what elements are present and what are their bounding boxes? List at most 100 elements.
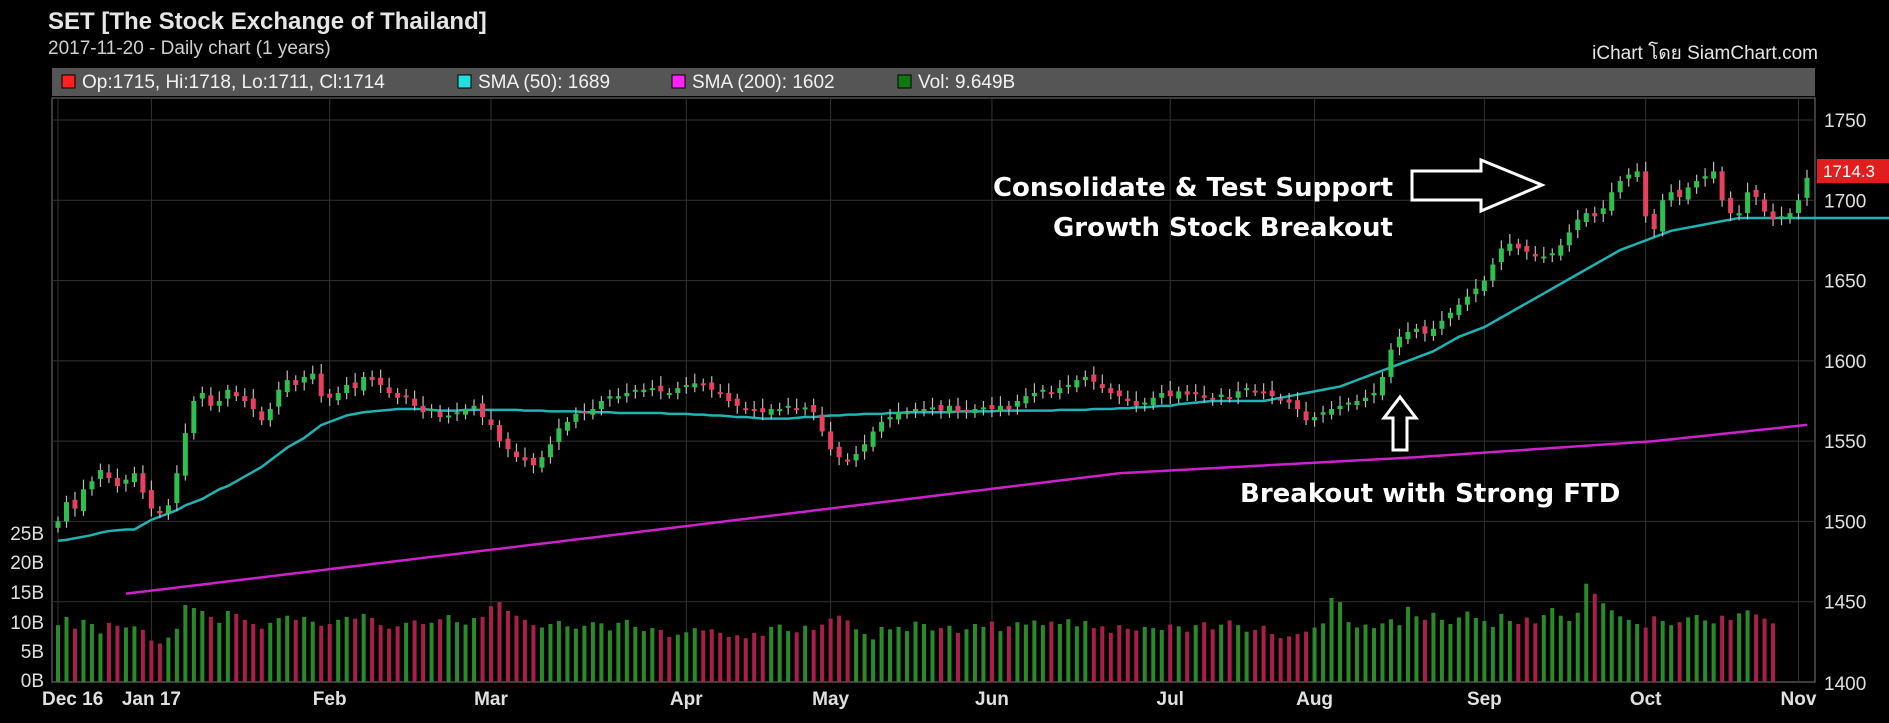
candle <box>114 468 120 493</box>
candle-body <box>437 411 443 418</box>
candle <box>649 380 655 397</box>
candle <box>590 399 596 420</box>
volume-bar <box>336 619 341 682</box>
candle-body <box>1218 394 1224 397</box>
candle-body <box>1609 192 1615 211</box>
volume-bar <box>879 626 884 682</box>
candle <box>1660 193 1666 237</box>
volume-bar <box>404 622 409 682</box>
candle <box>1609 182 1615 216</box>
candle-body <box>1363 397 1369 401</box>
candle-body <box>106 472 112 479</box>
candle <box>1524 239 1530 260</box>
candle <box>1133 391 1139 413</box>
candle <box>1388 343 1394 384</box>
volume-bar <box>225 610 230 682</box>
volume-bar <box>752 632 757 682</box>
candle-body <box>1346 402 1352 405</box>
candle-body <box>191 401 197 434</box>
candle <box>1125 390 1131 406</box>
volume-bar <box>531 625 536 682</box>
month-tick-label: Sep <box>1467 689 1502 710</box>
candle <box>1473 278 1479 303</box>
volume-bar <box>1414 616 1419 682</box>
candle <box>174 465 180 511</box>
candle-body <box>1116 390 1122 397</box>
candle <box>242 388 248 408</box>
volume-bar <box>497 602 502 682</box>
candle-body <box>1150 397 1156 406</box>
candle-body <box>836 446 842 458</box>
volume-bar <box>412 620 417 682</box>
legend-label: SMA (50): 1689 <box>478 72 610 93</box>
volume-bar <box>1592 593 1597 682</box>
candle <box>1430 320 1436 341</box>
candle-body <box>1762 199 1768 212</box>
volume-bar <box>556 621 561 682</box>
candle-body <box>488 419 494 426</box>
candle-body <box>182 433 188 476</box>
candle-body <box>1252 390 1258 393</box>
candle-body <box>530 458 536 466</box>
volume-bar <box>1032 620 1037 682</box>
volume-bar <box>539 627 544 682</box>
candle-body <box>1702 176 1708 179</box>
candle-body <box>463 409 469 415</box>
volume-tick-label: 0B <box>21 671 44 692</box>
month-tick-label: Oct <box>1630 689 1662 710</box>
volume-bar <box>1745 610 1750 682</box>
candle-body <box>1413 328 1419 332</box>
candle <box>1091 366 1097 390</box>
candle-body <box>412 398 418 406</box>
candle-body <box>225 389 231 399</box>
candle <box>938 400 944 419</box>
volume-bar <box>1168 624 1173 682</box>
candle <box>1244 383 1250 397</box>
volume-bar <box>370 618 375 682</box>
candle-body <box>114 478 120 487</box>
candle <box>675 381 681 400</box>
candle <box>1583 208 1589 227</box>
volume-bar <box>438 619 443 682</box>
candle <box>276 381 282 415</box>
volume-bar <box>1108 632 1113 682</box>
candle <box>1312 412 1318 427</box>
volume-bar <box>964 629 969 682</box>
volume-bar <box>149 640 154 682</box>
candle <box>191 396 197 440</box>
plot-frame <box>51 97 1816 683</box>
candle-body <box>862 444 868 452</box>
candle-body <box>913 409 919 412</box>
volume-bar <box>1125 628 1130 682</box>
candle <box>997 396 1003 417</box>
candle <box>454 402 460 422</box>
volume-bar <box>81 619 86 682</box>
volume-bar <box>1524 617 1529 682</box>
candle <box>1269 380 1275 405</box>
candle <box>819 406 825 437</box>
candle <box>896 402 902 425</box>
volume-bar <box>922 623 927 682</box>
volume-bar <box>1117 625 1122 682</box>
candle-body <box>666 392 672 395</box>
volume-bar <box>1660 621 1665 682</box>
candle-body <box>1524 246 1530 252</box>
candle-body <box>1337 405 1343 410</box>
candle-body <box>896 412 902 420</box>
volume-bar <box>293 619 298 682</box>
candle <box>1320 405 1326 423</box>
candle-body <box>1065 384 1071 387</box>
price-tick-label: 1650 <box>1824 272 1866 293</box>
volume-tick-label: 15B <box>10 583 44 604</box>
candle <box>352 372 358 397</box>
candle-body <box>811 405 817 413</box>
candle <box>429 404 435 418</box>
volume-bar <box>242 619 247 682</box>
candle-body <box>709 382 715 390</box>
candle <box>1031 383 1037 403</box>
candle-body <box>1210 397 1216 400</box>
volume-bar <box>1771 623 1776 682</box>
volume-bar <box>1270 634 1275 682</box>
volume-bar <box>310 621 315 682</box>
volume-bar <box>709 629 714 682</box>
